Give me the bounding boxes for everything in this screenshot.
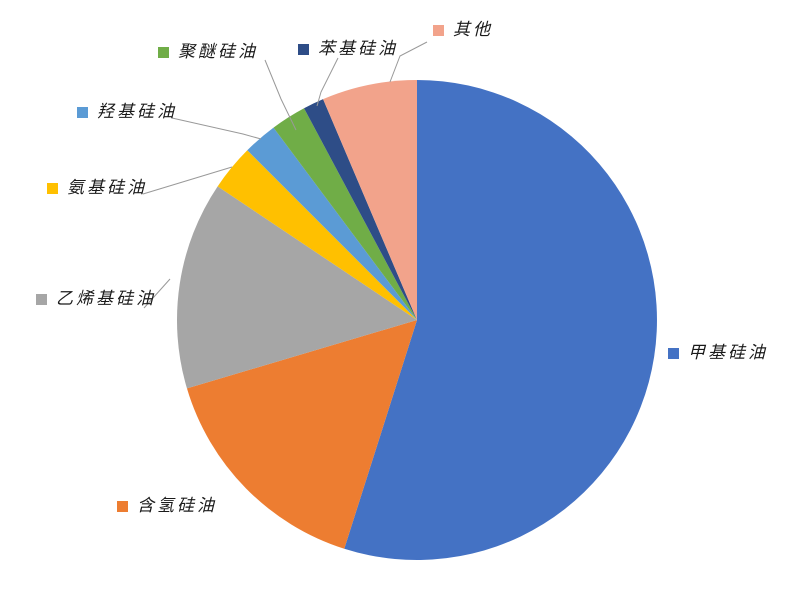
pie-slice-苯基硅油 xyxy=(304,99,417,320)
pie-slice-聚醚硅油 xyxy=(273,108,417,320)
legend-label-vinyl: 乙烯基硅油 xyxy=(56,289,156,308)
amino-color-swatch xyxy=(47,182,58,194)
legend-label-hydroxyl: 羟基硅油 xyxy=(97,102,177,121)
pie-slice-其他 xyxy=(323,80,417,320)
legend-item-other: 其他 xyxy=(433,20,493,40)
pie-slice-乙烯基硅油 xyxy=(176,186,417,389)
legend-item-methyl: 甲基硅油 xyxy=(668,343,768,363)
pie-slice-羟基硅油 xyxy=(247,127,417,321)
leader-line-polyether xyxy=(264,59,297,131)
legend-label-other: 其他 xyxy=(453,20,493,39)
legend-item-amino: 氨基硅油 xyxy=(47,178,147,198)
leader-lines xyxy=(142,41,428,309)
legend-label-polyether: 聚醚硅油 xyxy=(178,42,258,61)
legend-item-phenyl: 苯基硅油 xyxy=(298,39,398,59)
leader-line-hydroxyl xyxy=(171,117,262,140)
leader-line-vinyl xyxy=(143,278,171,309)
other-color-swatch xyxy=(433,24,444,36)
legend-label-amino: 氨基硅油 xyxy=(67,178,147,197)
leader-line-phenyl xyxy=(316,57,339,107)
legend-label-hydrogen: 含氢硅油 xyxy=(137,496,217,515)
legend-item-vinyl: 乙烯基硅油 xyxy=(36,289,156,309)
legend-label-methyl: 甲基硅油 xyxy=(688,343,768,362)
leader-line-other xyxy=(389,41,428,83)
legend-item-hydrogen: 含氢硅油 xyxy=(117,496,217,516)
legend-label-phenyl: 苯基硅油 xyxy=(318,39,398,58)
phenyl-color-swatch xyxy=(298,43,309,55)
pie-slice-甲基硅油 xyxy=(344,80,657,560)
methyl-color-swatch xyxy=(668,347,679,359)
polyether-color-swatch xyxy=(158,46,169,58)
pie-slice-氨基硅油 xyxy=(217,150,417,320)
legend-item-hydroxyl: 羟基硅油 xyxy=(77,102,177,122)
hydrogen-color-swatch xyxy=(117,500,128,512)
hydroxyl-color-swatch xyxy=(77,106,88,118)
legend-item-polyether: 聚醚硅油 xyxy=(158,42,258,62)
leader-line-amino xyxy=(142,166,233,195)
pie-slices xyxy=(176,80,657,560)
pie-slice-含氢硅油 xyxy=(186,320,417,549)
vinyl-color-swatch xyxy=(36,293,47,305)
